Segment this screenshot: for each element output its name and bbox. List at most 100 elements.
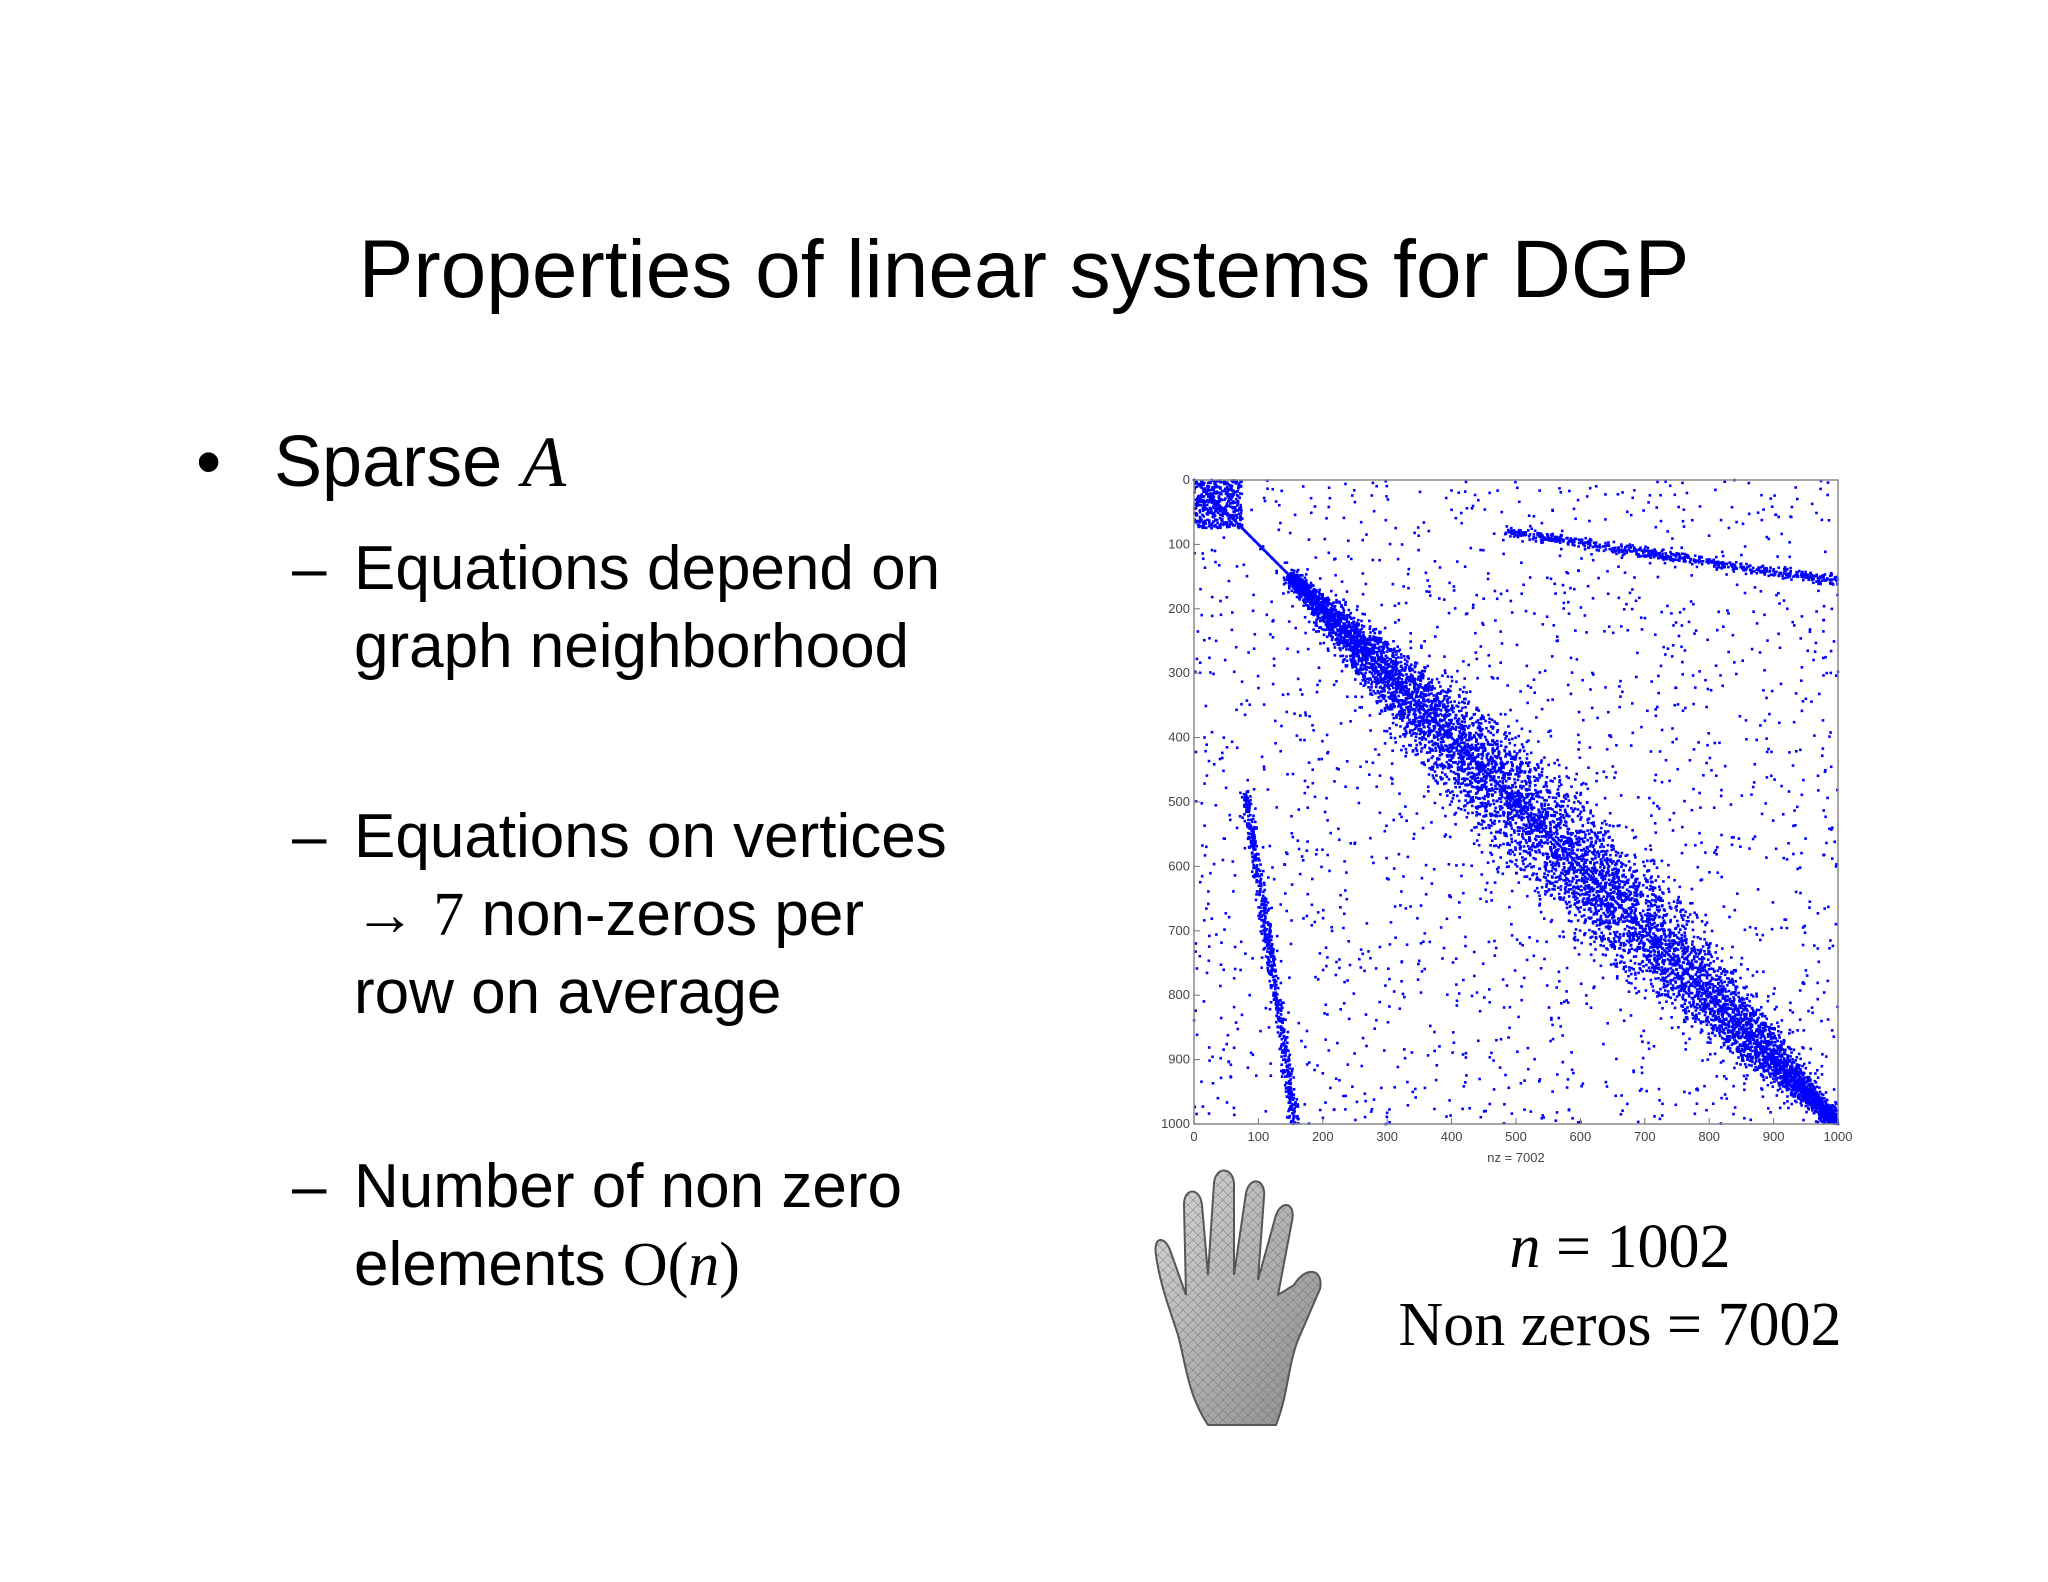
- nonzero-dot: [1457, 781, 1460, 785]
- nonzero-dot: [1514, 863, 1517, 866]
- nonzero-dot: [1789, 1065, 1792, 1068]
- nonzero-dot: [1345, 648, 1348, 651]
- nonzero-dot: [1427, 677, 1430, 681]
- nonzero-dot: [1288, 587, 1291, 590]
- nonzero-dot: [1689, 991, 1692, 995]
- nonzero-dot: [1547, 830, 1550, 834]
- nonzero-dot: [1579, 818, 1582, 821]
- nonzero-dot: [1577, 843, 1580, 847]
- nonzero-dot: [1735, 1025, 1738, 1028]
- nonzero-dot: [1560, 800, 1563, 803]
- nonzero-dot: [1483, 735, 1487, 739]
- nonzero-dot: [1731, 1036, 1734, 1040]
- nonzero-dot: [1348, 634, 1352, 638]
- nonzero-dot: [1680, 982, 1684, 986]
- nonzero-dot: [1646, 921, 1650, 924]
- nonzero-dot: [1437, 724, 1440, 727]
- nonzero-dot: [1447, 789, 1450, 792]
- nonzero-dot: [1362, 631, 1365, 634]
- nonzero-dot: [1520, 818, 1523, 822]
- nonzero-dot: [1699, 950, 1702, 953]
- nonzero-dot: [1450, 675, 1453, 679]
- nonzero-dot: [1667, 967, 1670, 971]
- nonzero-dot: [1727, 1025, 1730, 1029]
- nonzero-dot: [1510, 809, 1514, 813]
- nonzero-dot: [1740, 1028, 1743, 1031]
- nonzero-dot: [1771, 1054, 1775, 1057]
- nonzero-dot: [1282, 576, 1286, 579]
- nonzero-dot: [1777, 1033, 1781, 1037]
- nonzero-dot: [1593, 932, 1596, 935]
- nonzero-dot: [1545, 788, 1549, 792]
- nonzero-dot: [1543, 917, 1546, 920]
- nonzero-dot: [1648, 908, 1651, 911]
- nonzero-dot: [1692, 978, 1695, 981]
- nonzero-dot: [1777, 1029, 1780, 1033]
- nonzero-dot: [1441, 737, 1444, 741]
- nonzero-dot: [1731, 1002, 1734, 1005]
- nonzero-dot: [1565, 869, 1569, 873]
- nonzero-dot: [1560, 783, 1563, 786]
- nonzero-dot: [1359, 648, 1363, 651]
- nonzero-dot: [1540, 807, 1544, 810]
- nonzero-dot: [1505, 834, 1508, 838]
- nonzero-dot: [1558, 854, 1561, 857]
- nonzero-dot: [1471, 811, 1474, 815]
- nonzero-dot: [1580, 892, 1584, 896]
- nonzero-dot: [1528, 847, 1531, 851]
- nonzero-dot: [1453, 782, 1457, 785]
- nonzero-dot: [1705, 975, 1709, 978]
- nonzero-dot: [1826, 1103, 1830, 1107]
- nonzero-dot: [1737, 1056, 1740, 1059]
- nonzero-dot: [1617, 921, 1620, 924]
- nonzero-dot: [1310, 583, 1313, 587]
- nonzero-dot: [1364, 679, 1367, 683]
- nonzero-dot: [1341, 646, 1345, 650]
- nonzero-dot: [1589, 809, 1592, 812]
- nonzero-dot: [1625, 919, 1629, 922]
- nonzero-dot: [1468, 794, 1471, 798]
- nonzero-dot: [1595, 803, 1598, 807]
- nonzero-dot: [1572, 801, 1576, 804]
- nonzero-dot: [1434, 746, 1437, 750]
- nonzero-dot: [1676, 976, 1679, 980]
- nonzero-dot: [1523, 875, 1526, 878]
- nonzero-dot: [1765, 1057, 1768, 1060]
- nonzero-dot: [1503, 777, 1506, 781]
- nonzero-dot: [1426, 664, 1429, 668]
- nonzero-dot: [1592, 875, 1595, 878]
- nonzero-dot: [1453, 740, 1457, 744]
- nonzero-dot: [1411, 674, 1414, 678]
- nonzero-dot: [1729, 1029, 1732, 1032]
- nonzero-dot: [1261, 547, 1264, 550]
- nonzero-dot: [1678, 964, 1681, 967]
- nonzero-dot: [1684, 1016, 1688, 1019]
- nonzero-dot: [1609, 925, 1612, 929]
- nonzero-dot: [1473, 735, 1476, 739]
- nonzero-dot: [1679, 908, 1683, 912]
- nonzero-dot: [1711, 1001, 1714, 1004]
- nonzero-dot: [1795, 1082, 1798, 1086]
- nonzero-dot: [1236, 522, 1240, 526]
- nonzero-dot: [1446, 746, 1450, 750]
- nonzero-dot: [1728, 1047, 1732, 1050]
- nonzero-dot: [1698, 974, 1701, 978]
- nonzero-dot: [1645, 969, 1648, 972]
- nonzero-dot: [1447, 763, 1450, 766]
- nonzero-dot: [1453, 700, 1456, 703]
- nonzero-dot: [1339, 628, 1343, 632]
- nonzero-dot: [1502, 831, 1506, 835]
- nonzero-dot: [1477, 735, 1481, 738]
- nonzero-dot: [1675, 995, 1679, 998]
- nonzero-dot: [1734, 993, 1738, 997]
- nonzero-dot: [1713, 1034, 1717, 1037]
- nonzero-dot: [1535, 886, 1539, 890]
- nonzero-dot: [1297, 596, 1301, 599]
- nonzero-dot: [1645, 886, 1648, 889]
- nonzero-dot: [1389, 732, 1392, 736]
- nonzero-dot: [1675, 941, 1678, 944]
- nonzero-dot: [1359, 682, 1362, 685]
- nonzero-dot: [1396, 645, 1399, 648]
- nonzero-dot: [1813, 1099, 1816, 1102]
- nonzero-dot: [1427, 700, 1430, 703]
